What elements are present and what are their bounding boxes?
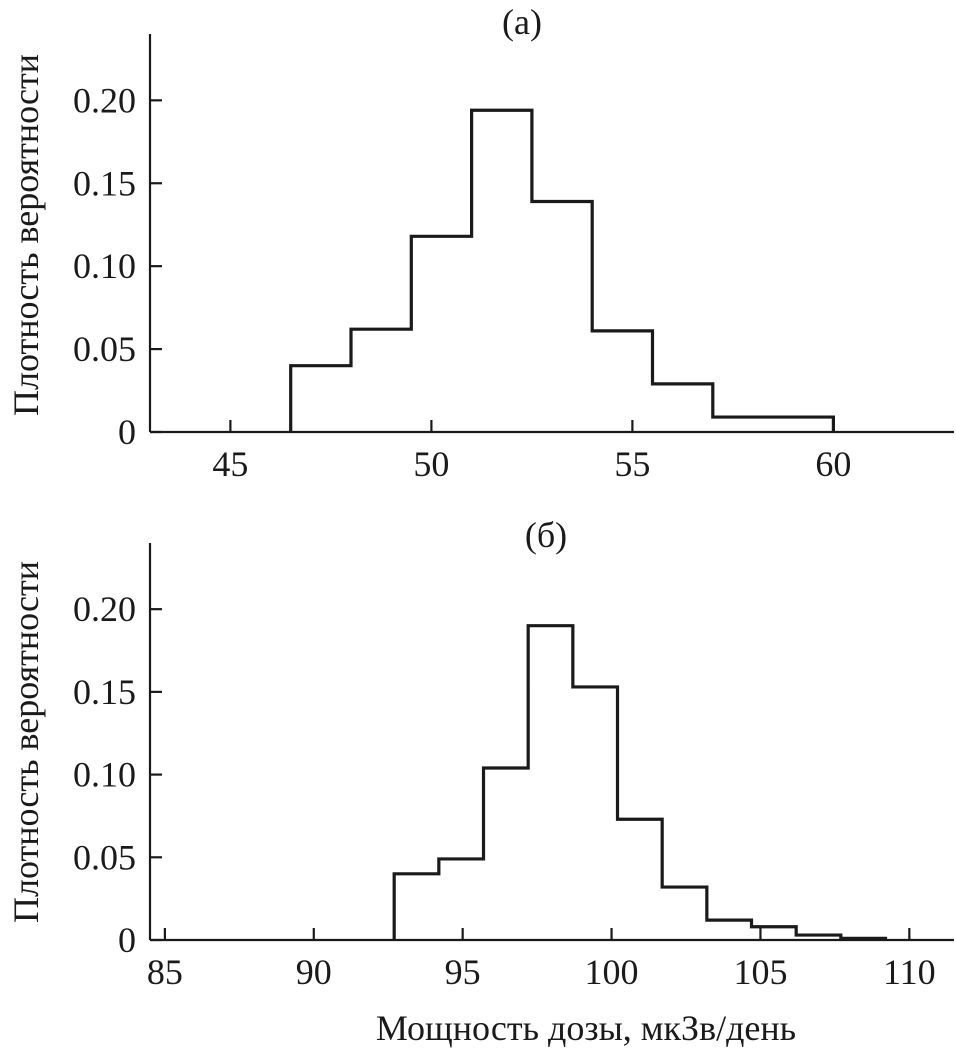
panel-a: 0 0.05 0.10 0.15 0.20 45 50 55 60 (а) Плотность ве… bbox=[6, 2, 954, 484]
panel-b-histogram-bin bbox=[439, 859, 484, 940]
panel-b-y-tick-label: 0.10 bbox=[73, 755, 136, 795]
panel-b-x-tick-label: 85 bbox=[147, 952, 183, 992]
panel-b-y-tick-label: 0.15 bbox=[73, 672, 136, 712]
panel-a-histogram-bin bbox=[291, 366, 351, 432]
panel-a-y-axis-label: Плотность вероятности bbox=[6, 54, 46, 416]
panel-a-y-tick-label: 0.15 bbox=[73, 163, 136, 203]
panel-b-histogram-bin bbox=[394, 874, 439, 940]
panel-b-y-tick-label: 0.05 bbox=[73, 837, 136, 877]
panel-b-x-tick-label: 95 bbox=[445, 952, 481, 992]
panel-a-histogram-bin bbox=[411, 236, 471, 432]
panel-a-histogram-bin bbox=[653, 384, 713, 432]
panel-a-histogram-bin bbox=[532, 201, 592, 432]
panel-a-y-tick-label: 0.10 bbox=[73, 246, 136, 286]
panel-a-histogram-bin bbox=[773, 417, 833, 432]
panel-a-x-tick-label: 45 bbox=[212, 444, 248, 484]
panel-a-y-tick-label: 0.05 bbox=[73, 329, 136, 369]
panel-a-y-tick-label: 0.20 bbox=[73, 80, 136, 120]
panel-a-title: (а) bbox=[502, 2, 542, 42]
panel-b-histogram-bin bbox=[484, 768, 529, 940]
panel-b-histogram-bin bbox=[707, 920, 752, 940]
panel-b-x-tick-label: 90 bbox=[296, 952, 332, 992]
panel-a-histogram-bin bbox=[713, 417, 773, 432]
panel-a-y-tick-label: 0 bbox=[118, 412, 136, 452]
panel-a-x-tick-label: 50 bbox=[413, 444, 449, 484]
panel-b-histogram-outline bbox=[392, 624, 888, 940]
panel-b-histogram-bin bbox=[528, 626, 573, 940]
panel-a-histogram-bin bbox=[472, 110, 532, 432]
panel-b-histogram-bin bbox=[618, 819, 663, 940]
panel-a-x-tick-label: 60 bbox=[815, 444, 851, 484]
panel-a-histogram-bin bbox=[351, 329, 411, 432]
panel-b-x-tick-label: 100 bbox=[585, 952, 639, 992]
panel-b-histogram-bin bbox=[841, 938, 886, 940]
panel-b-histogram-bin bbox=[662, 887, 707, 940]
panel-b-y-tick-label: 0 bbox=[118, 920, 136, 960]
panel-a-x-tick-label: 55 bbox=[614, 444, 650, 484]
panel-b-histogram-bin bbox=[573, 687, 618, 940]
panel-b-y-tick-label: 0.20 bbox=[73, 589, 136, 629]
panel-b-histogram-bin bbox=[752, 927, 797, 940]
panel-b-histogram-bin bbox=[796, 935, 841, 940]
panel-a-histogram-outline bbox=[289, 108, 835, 432]
panel-a-histogram-bin bbox=[592, 331, 652, 432]
panel-b-title: (б) bbox=[525, 515, 567, 555]
panel-b-x-tick-label: 110 bbox=[883, 952, 936, 992]
panel-b-y-axis-label: Плотность вероятности bbox=[6, 561, 46, 923]
panel-b-x-axis-label: Мощность дозы, мкЗв/день bbox=[376, 1008, 796, 1048]
panel-b: 0 0.05 0.10 0.15 0.20 85 90 95 100 105 110 (б) Плотн… bbox=[6, 515, 954, 1048]
panel-b-x-tick-label: 105 bbox=[733, 952, 787, 992]
